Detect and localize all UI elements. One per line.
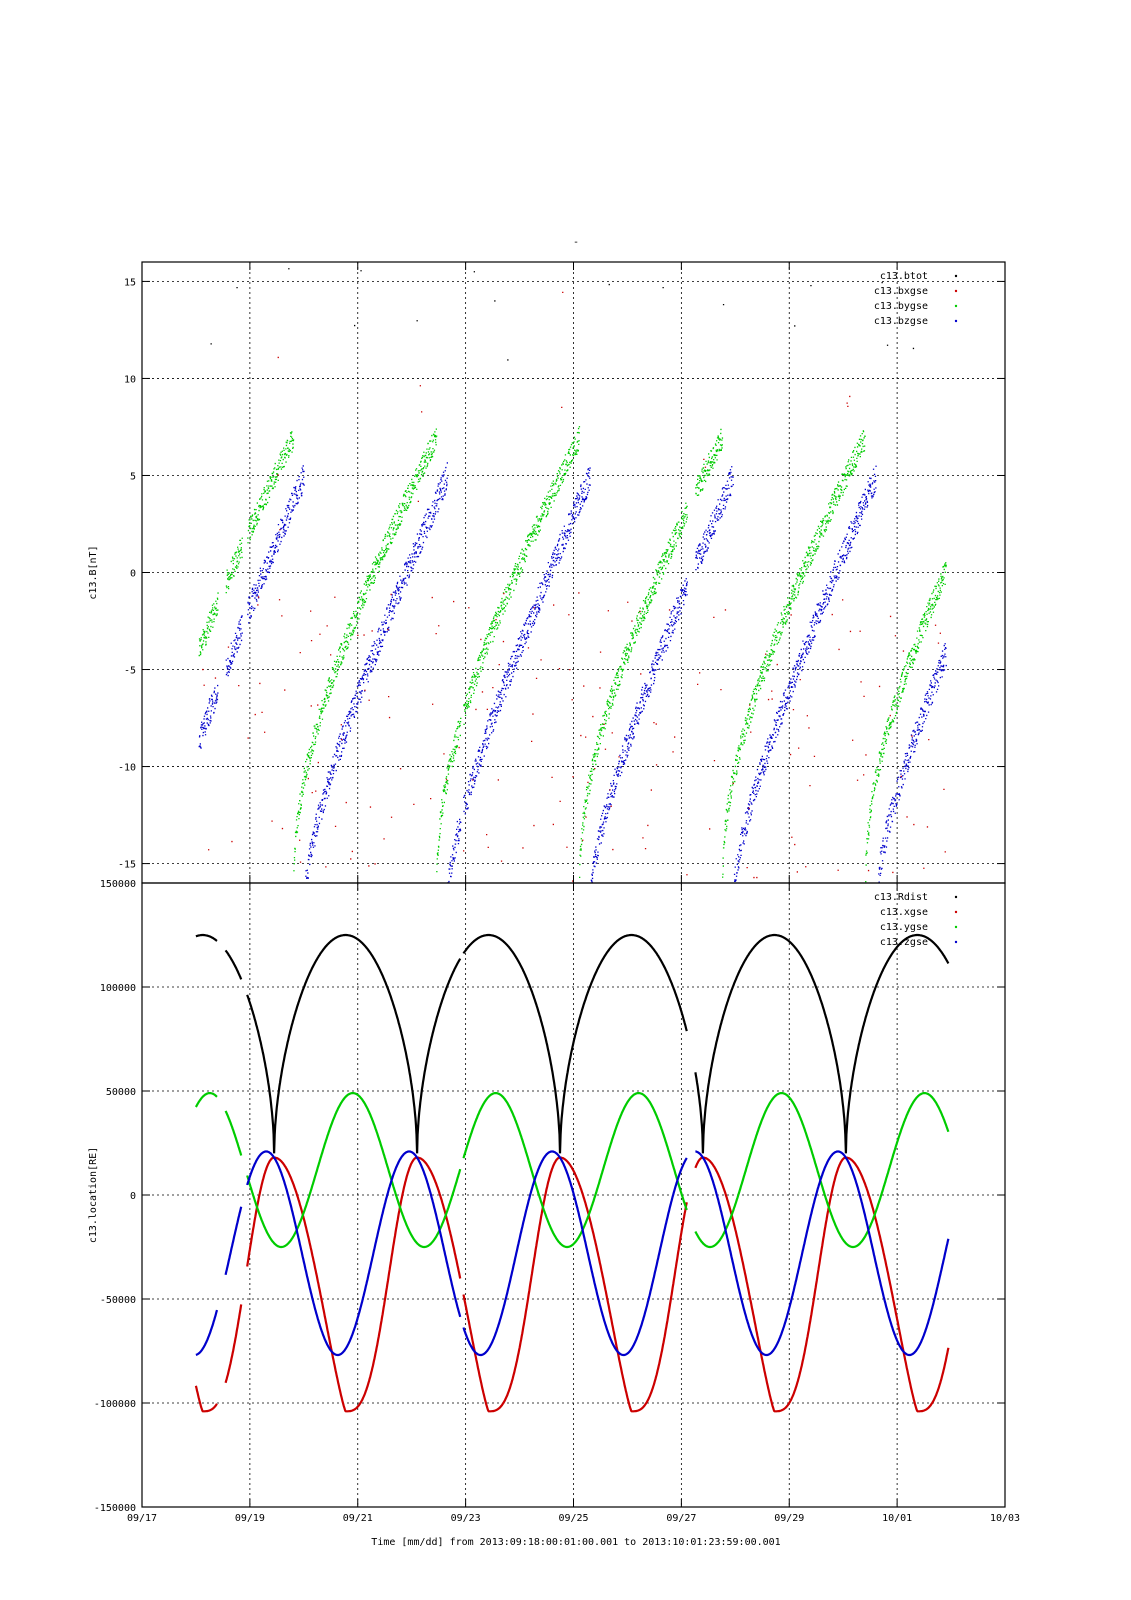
x-axis-label: Time [mm/dd] from 2013:09:18:00:01:00.00… [371, 1537, 780, 1548]
y-tick-label: 100000 [100, 983, 136, 994]
y-tick-label: 150000 [100, 879, 136, 890]
y-tick-label: 0 [130, 569, 136, 580]
x-tick-label: 09/27 [666, 1513, 696, 1524]
y-tick-label: -10 [118, 763, 136, 774]
legend-entry-label: c13.ygse [880, 922, 928, 933]
location-y-axis-label: c13.location[RE] [88, 1147, 99, 1243]
y-tick-label: 5 [130, 471, 136, 482]
field-series-c13.bzgse [198, 462, 947, 883]
location-series-c13.xgse [194, 1156, 950, 1413]
x-tick-label: 09/23 [451, 1513, 481, 1524]
legend-entry-label: c13.bzgse [874, 316, 928, 327]
magnetic-field-legend: c13.btot c13.bxgse c13.bygse c13.bzgse [874, 271, 958, 327]
y-tick-label: -50000 [100, 1295, 136, 1306]
x-tick-label: 10/03 [990, 1513, 1020, 1524]
magnetic-field-y-ticks: 15 10 5 0 -5 -10 -15 [118, 262, 1006, 883]
legend-entry-label: c13.Rdist [874, 892, 928, 903]
location-series-c13.ygse [194, 1092, 950, 1249]
location-panel: 150000 100000 50000 0 -50000 -100000 -150000 0… [88, 879, 1020, 1524]
x-tick-label: 10/01 [882, 1513, 912, 1524]
y-tick-label: 0 [130, 1191, 136, 1202]
y-tick-label: -150000 [94, 1503, 136, 1514]
x-tick-label: 09/19 [235, 1513, 265, 1524]
figure-title: - [573, 237, 579, 248]
magnetic-field-y-axis-label: c13.B[nT] [88, 545, 99, 599]
location-series-c13.zgse [195, 1150, 950, 1357]
legend-entry-marker [954, 289, 958, 293]
legend-entry-label: c13.btot [880, 271, 928, 282]
y-tick-label: -100000 [94, 1399, 136, 1410]
x-tick-label: 09/21 [343, 1513, 373, 1524]
legend-entry-marker [954, 274, 958, 278]
field-points [198, 462, 947, 883]
magnetic-field-plot-area [198, 268, 947, 883]
y-tick-label: 15 [124, 277, 136, 288]
legend-entry-marker [954, 304, 958, 308]
magnetic-field-panel: 15 10 5 0 -5 -10 -15 c13.B[nT] c13.btot c13.bxg… [88, 261, 1006, 884]
y-tick-label: -15 [118, 860, 136, 871]
y-tick-label: -5 [124, 666, 136, 677]
location-legend: c13.Rdist c13.xgse c13.ygse c13.zgse [874, 892, 958, 948]
legend-entry-marker [954, 910, 958, 914]
x-tick-label: 09/29 [774, 1513, 804, 1524]
y-tick-label: 10 [124, 374, 136, 385]
x-tick-label: 09/25 [558, 1513, 588, 1524]
legend-entry-marker [954, 895, 958, 899]
location-y-ticks: 150000 100000 50000 0 -50000 -100000 -150000 [94, 879, 1006, 1514]
legend-entry-label: c13.zgse [880, 937, 928, 948]
magnetic-field-grid [142, 262, 1005, 883]
y-tick-label: 50000 [106, 1087, 136, 1098]
x-tick-label: 09/17 [127, 1513, 157, 1524]
field-series-c13.bygse [198, 426, 947, 883]
legend-entry-marker [954, 925, 958, 929]
location-plot-area [194, 933, 950, 1413]
legend-entry-marker [954, 319, 958, 323]
legend-entry-label: c13.xgse [880, 907, 928, 918]
location-series-c13.Rdist [195, 933, 950, 1154]
field-points [198, 426, 947, 883]
location-x-ticks: 09/17 09/19 09/21 09/23 09/25 09/27 09/29 10/01… [127, 1513, 1020, 1524]
legend-entry-label: c13.bygse [874, 301, 928, 312]
legend-entry-label: c13.bxgse [874, 286, 928, 297]
legend-entry-marker [954, 940, 958, 944]
